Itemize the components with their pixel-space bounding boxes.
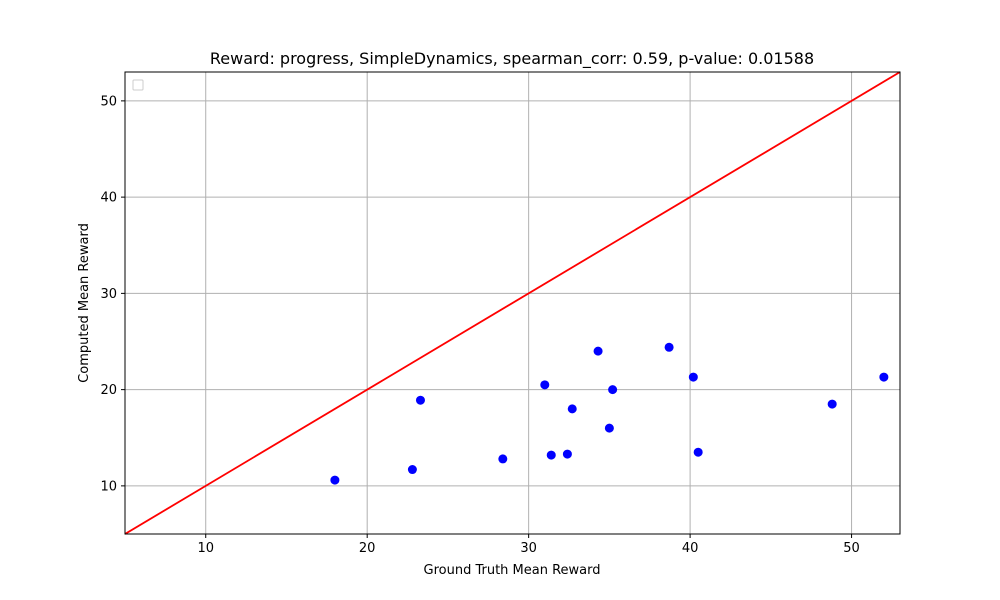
scatter-point bbox=[688, 372, 698, 382]
grid-lines bbox=[125, 72, 900, 534]
y-axis-label: Computed Mean Reward bbox=[77, 223, 92, 383]
y-tick-label: 50 bbox=[100, 94, 117, 109]
plot-frame bbox=[124, 71, 901, 535]
x-tick-label: 10 bbox=[197, 541, 214, 556]
x-tick-label: 20 bbox=[359, 541, 376, 556]
scatter-point bbox=[546, 450, 556, 460]
scatter-point bbox=[407, 465, 417, 475]
x-tick-label: 40 bbox=[682, 541, 699, 556]
identity-reference-line bbox=[124, 71, 901, 535]
scatter-point bbox=[664, 342, 674, 352]
scatter-point bbox=[562, 449, 572, 459]
scatter-point bbox=[604, 423, 614, 433]
y-tick-label: 20 bbox=[100, 383, 117, 398]
x-tick-label: 50 bbox=[843, 541, 860, 556]
y-tick-label: 40 bbox=[100, 191, 117, 206]
scatter-point bbox=[879, 372, 889, 382]
scatter-point bbox=[827, 399, 837, 409]
x-tick-label: 30 bbox=[520, 541, 537, 556]
scatter-point bbox=[415, 395, 425, 405]
scatter-point bbox=[608, 385, 618, 395]
y-tick-label: 10 bbox=[100, 479, 117, 494]
scatter-point bbox=[693, 447, 703, 457]
y-tick-label: 30 bbox=[100, 287, 117, 302]
data-points bbox=[330, 342, 889, 485]
scatter-point bbox=[593, 346, 603, 356]
chart-title: Reward: progress, SimpleDynamics, spearm… bbox=[210, 49, 814, 69]
y-axis-ticks: 10 20 30 40 50 bbox=[100, 94, 125, 494]
scatter-point bbox=[567, 404, 577, 414]
x-axis-label: Ground Truth Mean Reward bbox=[424, 563, 601, 578]
scatter-point bbox=[540, 380, 550, 390]
scatter-point bbox=[330, 475, 340, 485]
scatter-point bbox=[498, 454, 508, 464]
empty-legend-box bbox=[132, 79, 144, 91]
reference-line-layer bbox=[124, 71, 901, 535]
x-axis-ticks: 10 20 30 40 50 bbox=[197, 534, 860, 556]
